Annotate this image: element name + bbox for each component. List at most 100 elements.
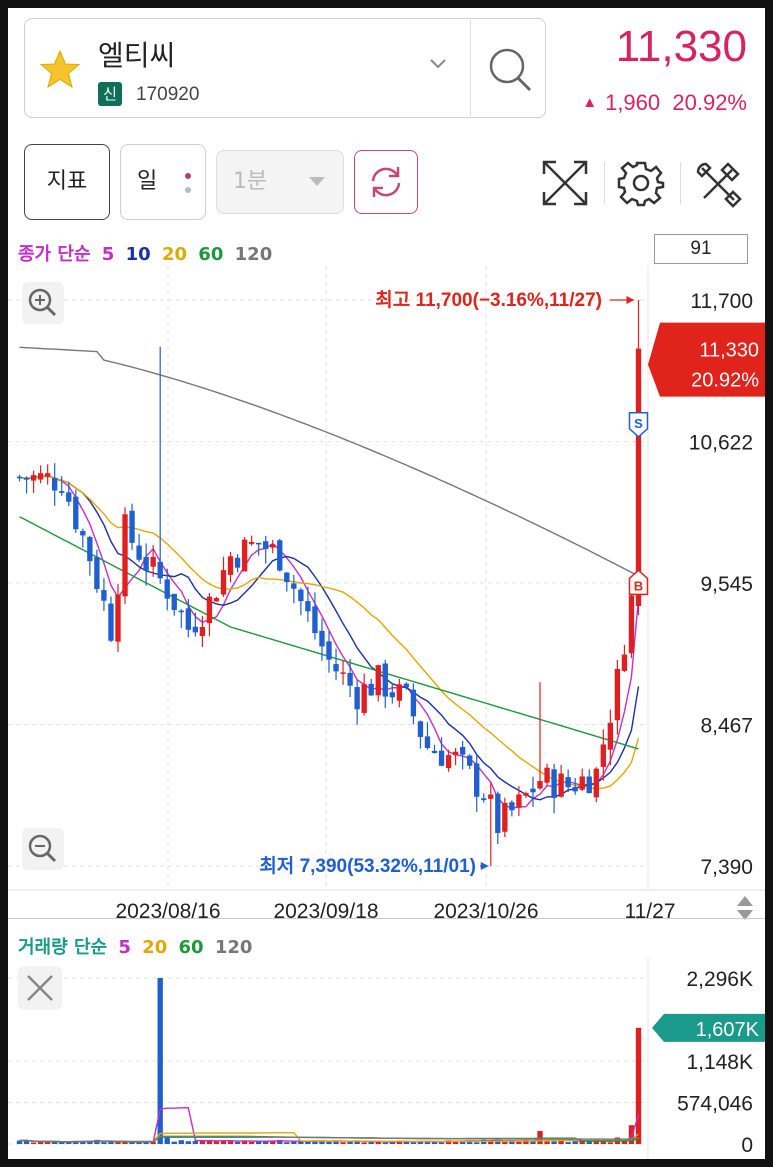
ma-legend-label: 종가 단순 [18, 244, 91, 265]
volume-bar [213, 1141, 220, 1144]
ma-line-120 [19, 346, 639, 577]
refresh-button[interactable] [354, 150, 418, 214]
volume-chart[interactable]: 2,296K 1,148K 574,046 0 1,607K [8, 958, 765, 1159]
ma-period-10: 10 [125, 244, 151, 265]
candle-body [291, 583, 297, 589]
volume-bar [410, 1142, 417, 1144]
candle-body [284, 572, 290, 583]
volume-bar [164, 1137, 170, 1144]
candle [438, 737, 445, 767]
up-arrow-icon: ▲ [582, 94, 598, 111]
candle [150, 545, 156, 577]
visible-count-box[interactable]: 91 [654, 234, 748, 264]
candle-body [452, 751, 459, 756]
candle-body [347, 672, 353, 686]
candle-body [396, 684, 403, 701]
candle [509, 800, 515, 817]
volume-bar [565, 1142, 571, 1144]
volume-bar [291, 1141, 297, 1144]
candle-body [234, 557, 241, 568]
search-icon[interactable] [484, 40, 538, 98]
volume-bar [150, 1141, 156, 1144]
vol-y-tick-label: 0 [741, 1134, 753, 1157]
candle-body [333, 664, 339, 672]
settings-gear-icon[interactable] [616, 158, 666, 208]
candle-body [94, 557, 100, 590]
candle-body [52, 477, 58, 491]
volume-bar [143, 1142, 149, 1144]
chevron-down-icon[interactable] [428, 54, 448, 74]
candle-body [565, 777, 571, 788]
candle [361, 673, 367, 716]
current-price-flag [648, 322, 765, 397]
x-tick-label: 11/27 [625, 900, 676, 923]
candle [600, 729, 606, 781]
volume-bar [502, 1141, 508, 1144]
candle [129, 503, 135, 550]
volume-bar [368, 1141, 374, 1144]
tools-icon[interactable] [692, 158, 744, 210]
volume-bar [66, 1141, 72, 1144]
volume-bar [73, 1141, 79, 1144]
candle-body [544, 767, 550, 783]
candle-body [80, 531, 86, 536]
scroll-arrows-icon[interactable] [737, 896, 753, 920]
zoom-in-icon[interactable] [22, 282, 64, 324]
favorite-star-icon[interactable] [38, 48, 82, 92]
candle-body [403, 683, 410, 688]
indicator-button[interactable]: 지표 [24, 144, 110, 220]
candle-body [579, 776, 585, 790]
vol-y-tick-label: 1,148K [686, 1051, 753, 1074]
candle [94, 549, 100, 593]
candle-body [537, 781, 543, 789]
volume-bar [586, 1140, 592, 1144]
ma-legend: 종가 단순 5 10 20 60 120 [18, 240, 277, 266]
zoom-out-icon[interactable] [22, 828, 64, 870]
volume-bar [234, 1141, 241, 1144]
candle-body [87, 537, 93, 562]
candle-body [459, 746, 466, 755]
change-amount: 1,960 [605, 90, 661, 115]
volume-bar [459, 1140, 466, 1144]
candle [312, 592, 318, 640]
pane-divider [8, 918, 765, 919]
candle-body [368, 683, 374, 696]
volume-bar [248, 1141, 255, 1144]
period-button[interactable]: 일 [120, 144, 206, 220]
candle-body [241, 539, 248, 572]
candle-body [502, 802, 508, 832]
volume-bar [495, 1139, 501, 1144]
candle [143, 543, 149, 586]
candle [516, 786, 522, 816]
ma-period-120: 120 [234, 244, 273, 265]
y-tick-label: 7,390 [700, 856, 753, 879]
candle-body [593, 768, 599, 798]
candle [551, 763, 557, 814]
fullscreen-icon[interactable] [538, 156, 592, 210]
volume-bar [438, 1142, 445, 1144]
candle-body [192, 626, 199, 633]
candle-body [108, 603, 114, 641]
close-icon[interactable] [18, 966, 62, 1010]
price-chart[interactable]: 11,70010,6229,5458,4677,39011,33020.92% … [8, 266, 765, 926]
minute-select[interactable]: 1분 [216, 150, 344, 214]
volume-bar [417, 1141, 424, 1144]
volume-bar [579, 1140, 585, 1144]
candle-body [516, 794, 522, 808]
volume-bar [277, 1140, 283, 1144]
volume-bar [628, 1125, 635, 1144]
candle [199, 615, 206, 647]
volume-bar [16, 1140, 23, 1144]
y-tick-label: 9,545 [700, 573, 753, 596]
volume-bar [87, 1141, 93, 1144]
candle [277, 538, 283, 572]
volume-bar [23, 1140, 30, 1144]
current-percent-label: 20.92% [691, 370, 759, 392]
vol-y-tick-label: 574,046 [677, 1092, 753, 1115]
candle-body [628, 595, 635, 654]
candle-body [213, 598, 220, 602]
candle [495, 791, 501, 845]
candle-body [495, 793, 501, 833]
x-tick-label: 2023/09/18 [273, 900, 378, 923]
candle [30, 470, 37, 493]
